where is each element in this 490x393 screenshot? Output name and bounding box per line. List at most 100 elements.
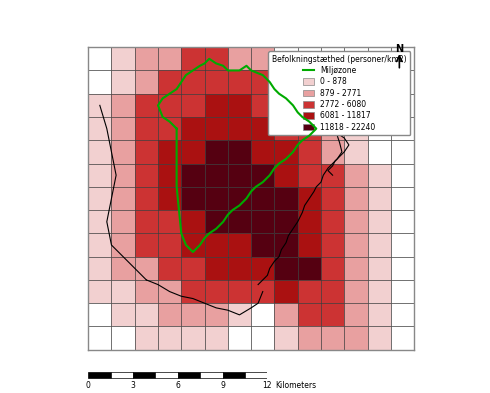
Bar [344, 233, 368, 257]
Bar [204, 327, 228, 350]
Bar [135, 257, 158, 280]
Bar [391, 280, 414, 303]
Bar [368, 303, 391, 327]
Bar [344, 303, 368, 327]
Bar [321, 47, 344, 70]
Bar [391, 47, 414, 70]
Bar [111, 117, 135, 140]
Bar [344, 327, 368, 350]
Bar [135, 163, 158, 187]
Bar [135, 140, 158, 163]
Bar [228, 47, 251, 70]
Bar [321, 327, 344, 350]
Bar [251, 233, 274, 257]
Bar [135, 210, 158, 233]
Bar [135, 233, 158, 257]
Bar [251, 303, 274, 327]
Bar [204, 187, 228, 210]
Bar [155, 372, 178, 378]
Bar [251, 117, 274, 140]
Bar [111, 233, 135, 257]
Bar [274, 163, 298, 187]
Bar [298, 117, 321, 140]
Bar [135, 70, 158, 94]
Bar [298, 187, 321, 210]
Bar [391, 94, 414, 117]
Bar [111, 47, 135, 70]
Bar [344, 117, 368, 140]
Bar [321, 257, 344, 280]
Bar [158, 257, 181, 280]
Bar [274, 187, 298, 210]
Text: 9: 9 [220, 381, 225, 390]
Bar [251, 140, 274, 163]
Bar [204, 280, 228, 303]
Bar [251, 94, 274, 117]
Bar [111, 327, 135, 350]
Bar [344, 70, 368, 94]
Bar [111, 140, 135, 163]
Bar [204, 94, 228, 117]
Bar [321, 117, 344, 140]
Bar [158, 94, 181, 117]
Bar [298, 163, 321, 187]
Bar [88, 140, 111, 163]
Bar [204, 163, 228, 187]
Bar [368, 163, 391, 187]
Text: 6: 6 [175, 381, 180, 390]
Text: 3: 3 [130, 381, 135, 390]
Text: 0: 0 [86, 381, 91, 390]
Bar [344, 210, 368, 233]
Bar [204, 140, 228, 163]
Bar [368, 233, 391, 257]
Bar [298, 210, 321, 233]
Bar [88, 163, 111, 187]
Bar [204, 70, 228, 94]
Bar [181, 163, 204, 187]
Bar [274, 233, 298, 257]
Bar [111, 163, 135, 187]
Bar [181, 257, 204, 280]
Bar [391, 303, 414, 327]
Bar [251, 47, 274, 70]
Bar [368, 70, 391, 94]
Bar [298, 47, 321, 70]
Bar [158, 187, 181, 210]
Bar [391, 233, 414, 257]
Bar [135, 117, 158, 140]
Bar [135, 187, 158, 210]
Bar [321, 187, 344, 210]
Bar [251, 163, 274, 187]
Bar [158, 163, 181, 187]
Bar [368, 327, 391, 350]
Bar [228, 233, 251, 257]
Bar [368, 94, 391, 117]
Bar [274, 47, 298, 70]
Bar [228, 327, 251, 350]
Bar [274, 140, 298, 163]
Bar [111, 70, 135, 94]
Bar [88, 303, 111, 327]
Bar [228, 303, 251, 327]
Bar [274, 303, 298, 327]
Bar [368, 280, 391, 303]
Bar [158, 303, 181, 327]
Bar [158, 140, 181, 163]
Bar [178, 372, 200, 378]
Bar [344, 140, 368, 163]
Bar [88, 257, 111, 280]
Bar [344, 47, 368, 70]
Bar [298, 303, 321, 327]
Bar [181, 140, 204, 163]
Bar [321, 140, 344, 163]
Bar [111, 372, 133, 378]
Bar [274, 117, 298, 140]
Bar [368, 47, 391, 70]
Legend: Miljøzone, 0 - 878, 879 - 2771, 2772 - 6080, 6081 - 11817, 11818 - 22240: Miljøzone, 0 - 878, 879 - 2771, 2772 - 6… [268, 51, 410, 135]
Bar [181, 210, 204, 233]
Bar [88, 372, 111, 378]
Bar [344, 187, 368, 210]
Bar [228, 140, 251, 163]
Bar [158, 117, 181, 140]
Bar [298, 94, 321, 117]
